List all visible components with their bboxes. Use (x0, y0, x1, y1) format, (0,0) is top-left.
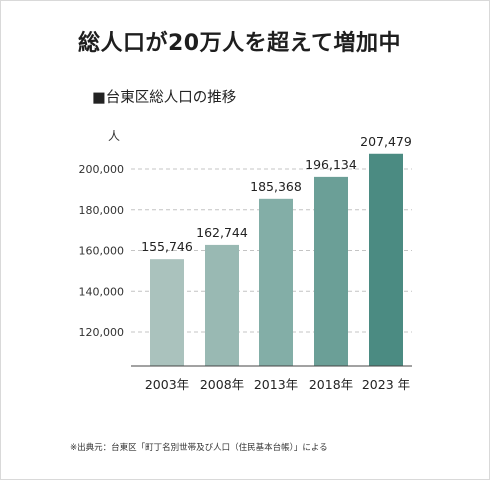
chart-title: ■台東区総人口の推移 (92, 90, 237, 106)
data-label: 185,368 (250, 179, 302, 194)
source-note: ※出典元：台東区「町丁名別世帯及び人口（住民基本台帳）」による (70, 443, 328, 453)
bar (259, 198, 293, 366)
bar (369, 153, 403, 366)
y-tick-label: 180,000 (79, 204, 125, 217)
headline: 総人口が20万人を超えて増加中 (78, 31, 402, 56)
x-tick-label: 2003年 (145, 377, 189, 392)
y-tick-label: 160,000 (79, 245, 125, 258)
y-tick-label: 140,000 (79, 285, 125, 298)
x-tick-label: 2013年 (254, 377, 298, 392)
y-tick-label: 200,000 (79, 163, 125, 176)
data-label: 196,134 (305, 157, 357, 172)
data-label: 207,479 (360, 134, 412, 149)
data-label: 155,746 (141, 239, 193, 254)
x-tick-label: 2018年 (309, 377, 353, 392)
y-tick-label: 120,000 (79, 326, 125, 339)
bar (314, 176, 348, 366)
y-unit-label: 人 (108, 129, 120, 143)
x-tick-label: 2008年 (200, 377, 244, 392)
x-tick-label: 2023 年 (362, 377, 410, 392)
data-label: 162,744 (196, 225, 248, 240)
bar (150, 259, 184, 366)
bar (205, 244, 239, 366)
